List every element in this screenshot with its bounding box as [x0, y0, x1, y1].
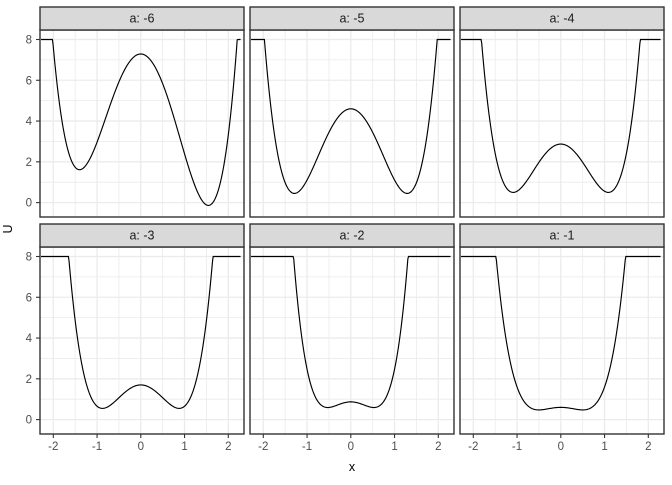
svg-text:-1: -1 [512, 441, 522, 453]
svg-text:-1: -1 [302, 441, 312, 453]
svg-text:a: -6: a: -6 [129, 12, 154, 26]
svg-text:6: 6 [26, 292, 32, 304]
svg-text:1: 1 [391, 441, 397, 453]
svg-text:-2: -2 [468, 441, 478, 453]
svg-text:2: 2 [26, 374, 32, 386]
svg-text:2: 2 [435, 441, 441, 453]
svg-text:0: 0 [138, 441, 144, 453]
svg-text:a: -5: a: -5 [339, 12, 364, 26]
svg-text:0: 0 [348, 441, 354, 453]
svg-text:1: 1 [181, 441, 187, 453]
svg-text:0: 0 [558, 441, 564, 453]
svg-text:6: 6 [26, 75, 32, 87]
svg-text:-1: -1 [92, 441, 102, 453]
svg-text:2: 2 [225, 441, 231, 453]
svg-text:4: 4 [26, 333, 33, 345]
svg-text:2: 2 [26, 157, 32, 169]
svg-text:U: U [1, 224, 15, 233]
svg-text:a: -1: a: -1 [549, 229, 574, 243]
svg-text:-2: -2 [258, 441, 268, 453]
svg-text:a: -4: a: -4 [549, 12, 574, 26]
svg-text:8: 8 [26, 252, 32, 264]
svg-text:a: -2: a: -2 [339, 229, 364, 243]
svg-text:8: 8 [26, 35, 32, 47]
svg-text:0: 0 [26, 415, 32, 427]
svg-text:4: 4 [26, 116, 33, 128]
svg-text:x: x [349, 460, 356, 474]
svg-text:1: 1 [601, 441, 607, 453]
svg-text:0: 0 [26, 198, 32, 210]
svg-text:2: 2 [645, 441, 651, 453]
svg-text:a: -3: a: -3 [129, 229, 154, 243]
svg-text:-2: -2 [48, 441, 58, 453]
